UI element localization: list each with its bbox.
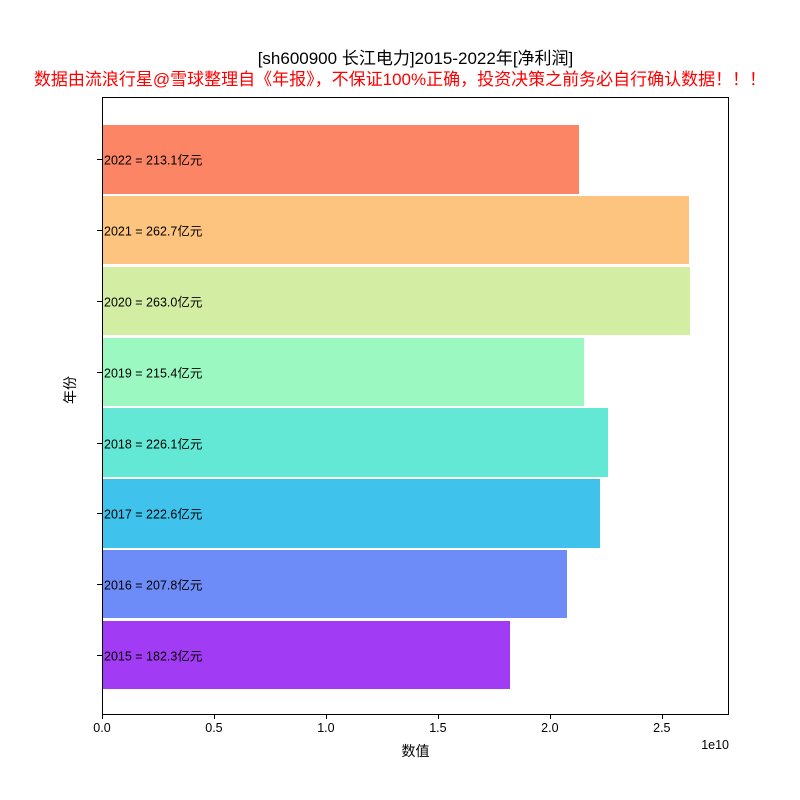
bar-2020 [103,266,691,336]
bar-row-2015: 2015 = 182.3亿元 [97,620,728,691]
bar-row-2019: 2019 = 215.4亿元 [97,336,728,407]
y-tick-mark [97,513,102,515]
bar-2019 [103,337,584,406]
y-tick-mark [97,230,102,232]
bar-value-label: 2021 = 262.7亿元 [104,224,203,239]
x-tick-mark [213,715,215,719]
x-tick-label: 0.0 [93,721,111,735]
bar-value-label: 2018 = 226.1亿元 [104,437,203,452]
bar-value-label: 2019 = 215.4亿元 [104,366,203,381]
y-tick-mark [97,584,102,586]
y-tick-mark [97,442,102,444]
x-axis: 0.0 0.5 1.0 1.5 2.0 2.5 [93,715,729,759]
bar-2018 [103,408,608,477]
bar-value-label: 2016 = 207.8亿元 [104,578,203,593]
x-tick-label: 1.5 [429,721,447,735]
y-tick-mark [97,300,102,302]
bar-value-label: 2015 = 182.3亿元 [104,649,203,664]
x-tick-mark [661,715,663,719]
x-axis-label: 数值 [401,743,430,759]
bar-value-label: 2020 = 263.0亿元 [104,295,203,310]
x-tick-mark [437,715,439,719]
chart-subtitle: 数据由流浪行星@雪球整理自《年报》，不保证100%正确，投资决策之前务必自行确认… [33,70,767,89]
y-tick-mark [97,371,102,373]
x-axis-offset-label: 1e10 [701,738,729,752]
bar-value-label: 2017 = 222.6亿元 [104,507,203,522]
bar-row-2018: 2018 = 226.1亿元 [97,407,728,478]
bar-row-2016: 2016 = 207.8亿元 [97,549,728,620]
bars-container: 2022 = 213.1亿元 2021 = 262.7亿元 2020 = 263.0… [97,98,728,714]
bar-value-label: 2022 = 213.1亿元 [104,153,203,168]
y-axis-label: 年份 [62,376,78,404]
x-tick-mark [325,715,327,719]
bar-row-2021: 2021 = 262.7亿元 [97,195,728,266]
bar-2022 [103,125,579,194]
chart-title: [sh600900 长江电力]2015-2022年[净利润] [257,49,574,68]
y-tick-mark [97,159,102,161]
plot-area: 2022 = 213.1亿元 2021 = 262.7亿元 2020 = 263.0… [97,97,729,715]
x-tick-label: 0.5 [205,721,223,735]
x-tick-mark [549,715,551,719]
bar-2017 [103,479,600,548]
x-tick-label: 1.0 [317,721,335,735]
y-tick-mark [97,654,102,656]
x-tick-mark [102,715,103,719]
bar-row-2017: 2017 = 222.6亿元 [97,478,728,549]
bar-2015 [103,620,510,690]
bar-row-2022: 2022 = 213.1亿元 [97,124,728,195]
x-tick-label: 2.5 [653,721,671,735]
bar-2016 [103,549,567,619]
bar-row-2020: 2020 = 263.0亿元 [97,266,728,337]
x-tick-label: 2.0 [541,721,559,735]
bar-2021 [103,195,690,265]
